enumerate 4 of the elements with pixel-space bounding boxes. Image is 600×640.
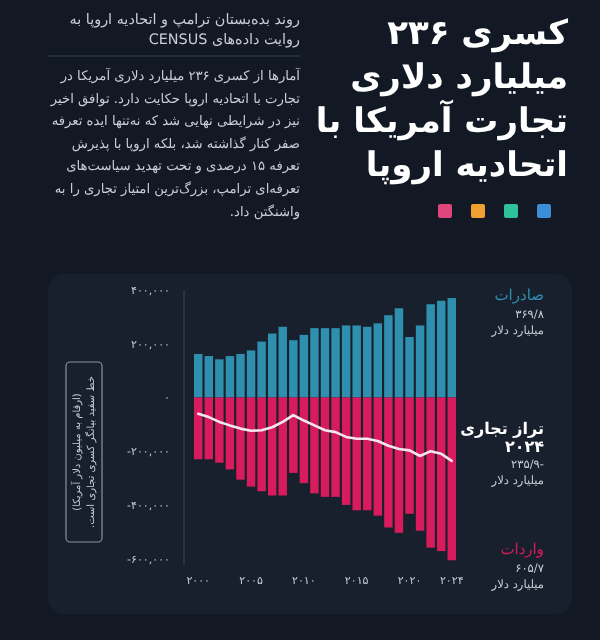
series-label: تراز تجاری	[460, 420, 544, 438]
line-series	[196, 412, 454, 463]
chart-title: کسری ۲۳۶ میلیارد دلاری تجارت آمریکا با اتحادیه اروپا	[315, 14, 569, 186]
text: ۲۰۲۴	[504, 438, 545, 456]
